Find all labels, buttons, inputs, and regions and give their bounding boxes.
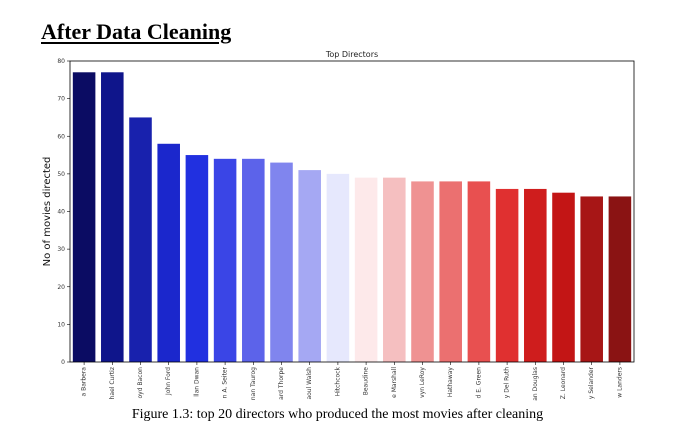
bar [270,162,293,362]
bar-series [72,72,632,363]
bar [439,181,462,362]
bar [411,181,434,362]
x-tick-label: y Selander [588,366,595,399]
x-tick-label: oyd Bacon [137,367,144,399]
y-axis: 0 10 20 30 40 50 60 70 80 [57,58,70,366]
x-tick-label: Z. Leonard [560,367,567,399]
bar [467,181,491,362]
y-tick-label: 80 [57,58,65,65]
x-tick-label: Beaudine [363,367,370,396]
bar [213,158,237,362]
bar [185,155,209,362]
bar [298,170,321,362]
bar [524,188,547,362]
bar [72,72,96,362]
x-tick-label: y Del Ruth [504,367,511,398]
bar [326,173,350,363]
x-tick-label: w Landers [616,367,623,398]
bar [495,188,519,362]
bar [129,117,152,362]
x-tick-label: n A. Seiter [222,366,229,398]
bar [354,177,378,362]
x-tick-label: e Marshall [391,367,398,398]
x-tick-label: hael Curtiz [109,367,116,399]
x-tick-label: aoul Walsh [306,367,313,400]
y-tick-label: 40 [57,209,65,216]
y-tick-label: 70 [57,96,65,103]
x-tick-label: llan Dwan [193,367,200,397]
y-tick-label: 10 [57,321,65,328]
y-tick-label: 50 [57,171,65,178]
bar [101,72,124,362]
x-tick-label: an Douglas [532,367,539,401]
bar [242,158,265,362]
x-tick-label: ard Thorpe [278,367,285,400]
x-tick-label: Hathaway [447,367,454,398]
bar [157,143,180,362]
y-tick-label: 20 [57,284,65,291]
bar [608,196,632,362]
x-tick-label: vyn LeRoy [419,367,426,398]
bar [580,196,603,362]
y-tick-label: 30 [57,246,65,253]
y-axis-label: No of movies directed [42,157,53,267]
page-heading: After Data Cleaning [41,19,232,44]
y-tick-label: 0 [61,359,65,366]
x-tick-label: a Barbera [81,367,88,397]
bar [383,177,406,362]
plot-frame [69,60,635,363]
x-tick-label: Hitchcock [334,366,341,396]
chart-title: Top Directors [325,50,378,59]
x-tick-label: d E. Green [475,367,482,399]
figure-caption: Figure 1.3: top 20 directors who produce… [131,407,544,422]
x-tick-label: John Ford [165,367,172,396]
x-tick-label: nan Taurog [250,367,257,400]
x-axis: a Barbera hael Curtiz oyd Bacon John Ford ll… [81,362,623,401]
y-tick-label: 60 [57,133,65,140]
bar [552,192,575,362]
